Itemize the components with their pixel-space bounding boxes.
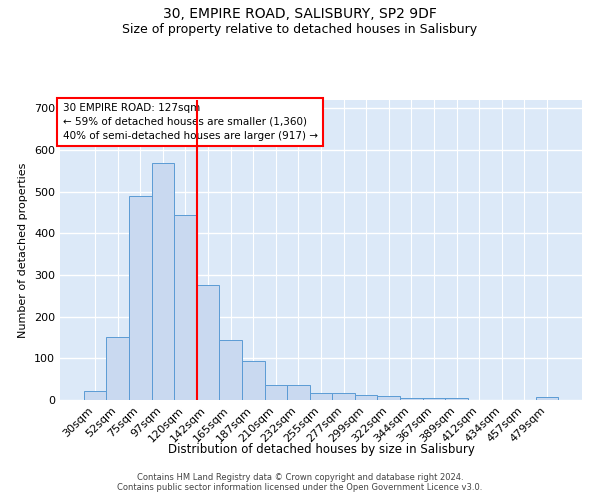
Bar xyxy=(377,396,400,400)
Bar xyxy=(400,398,422,400)
Y-axis label: Number of detached properties: Number of detached properties xyxy=(19,162,28,338)
Bar xyxy=(197,286,220,400)
Bar xyxy=(536,397,558,400)
Text: Contains HM Land Registry data © Crown copyright and database right 2024.: Contains HM Land Registry data © Crown c… xyxy=(137,472,463,482)
Text: Distribution of detached houses by size in Salisbury: Distribution of detached houses by size … xyxy=(167,442,475,456)
Bar xyxy=(84,391,106,400)
Bar xyxy=(242,361,265,400)
Text: 30 EMPIRE ROAD: 127sqm
← 59% of detached houses are smaller (1,360)
40% of semi-: 30 EMPIRE ROAD: 127sqm ← 59% of detached… xyxy=(62,103,317,141)
Bar xyxy=(332,393,355,400)
Bar xyxy=(106,336,129,400)
Bar xyxy=(152,162,174,400)
Bar xyxy=(445,398,468,400)
Bar xyxy=(265,384,287,400)
Bar xyxy=(129,196,152,400)
Bar xyxy=(355,396,377,400)
Bar xyxy=(310,393,332,400)
Text: Size of property relative to detached houses in Salisbury: Size of property relative to detached ho… xyxy=(122,22,478,36)
Bar xyxy=(220,340,242,400)
Bar xyxy=(287,386,310,400)
Bar xyxy=(422,398,445,400)
Bar xyxy=(174,216,197,400)
Text: 30, EMPIRE ROAD, SALISBURY, SP2 9DF: 30, EMPIRE ROAD, SALISBURY, SP2 9DF xyxy=(163,8,437,22)
Text: Contains public sector information licensed under the Open Government Licence v3: Contains public sector information licen… xyxy=(118,482,482,492)
